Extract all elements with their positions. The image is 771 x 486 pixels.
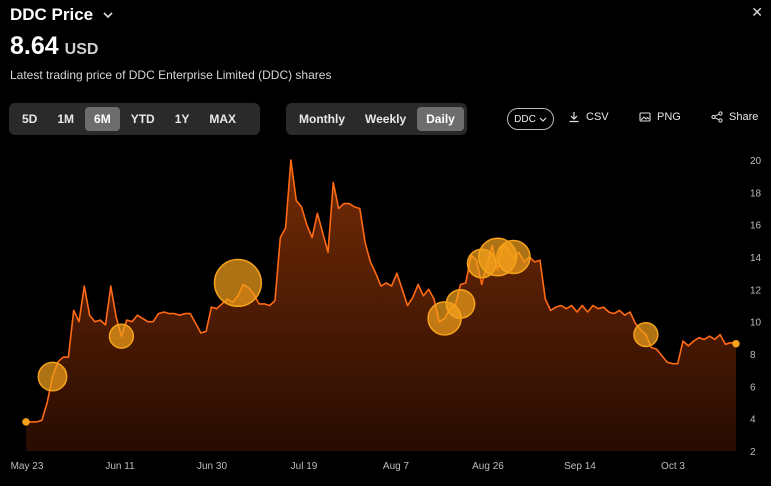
event-marker[interactable]: [732, 339, 740, 348]
event-marker[interactable]: [633, 321, 659, 348]
page-title: DDC Price: [10, 5, 94, 24]
y-tick-label: 20: [750, 156, 762, 167]
x-tick-label: Sep 14: [564, 461, 596, 472]
title-dropdown[interactable]: DDC Price: [10, 5, 115, 25]
y-tick-label: 12: [750, 285, 762, 296]
close-icon[interactable]: ✕: [751, 4, 763, 20]
range-1y-button[interactable]: 1Y: [174, 112, 190, 126]
price-line: [26, 159, 737, 423]
range-5d-button[interactable]: 5D: [22, 112, 38, 126]
x-tick-label: Jul 19: [291, 461, 318, 472]
series-line: [26, 159, 737, 423]
x-tick-label: Jun 30: [197, 461, 227, 472]
event-marker[interactable]: [108, 323, 135, 349]
y-tick-label: 2: [750, 447, 756, 458]
event-marker[interactable]: [213, 258, 263, 308]
price-area: [26, 160, 736, 451]
range-max-button[interactable]: MAX: [209, 112, 237, 126]
csv-download-button[interactable]: CSV: [568, 111, 609, 123]
y-tick-label: 4: [750, 415, 756, 426]
chevron-down-icon: [103, 12, 113, 19]
share-button[interactable]: Share: [711, 111, 758, 123]
range-selector: 5D 1M 6M YTD 1Y MAX: [9, 103, 260, 135]
share-icon: [711, 111, 723, 123]
freq-daily-button[interactable]: Daily: [417, 107, 464, 131]
ticker-dropdown[interactable]: DDC: [507, 108, 554, 130]
x-axis: May 23 Jun 11 Jun 30 Jul 19 Aug 7 Aug 26 Sep 1…: [11, 461, 686, 472]
event-markers: [22, 237, 740, 426]
png-download-button[interactable]: PNG: [639, 111, 681, 123]
price-chart[interactable]: 2 4 6 8 10 12 14 16 18 20 May 23 Jun 11 Jun 30 Jul 1…: [0, 150, 771, 486]
ticker-label: DDC: [514, 113, 536, 125]
y-tick-label: 10: [750, 318, 762, 329]
x-tick-label: May 23: [11, 461, 44, 472]
share-label: Share: [729, 111, 759, 123]
x-tick-label: Aug 7: [383, 461, 410, 472]
chevron-down-icon: [539, 117, 547, 122]
y-axis: 2 4 6 8 10 12 14 16 18 20: [750, 156, 762, 458]
x-tick-label: Aug 26: [472, 461, 504, 472]
x-tick-label: Oct 3: [661, 461, 685, 472]
range-1m-button[interactable]: 1M: [57, 112, 75, 126]
frequency-selector: Monthly Weekly Daily: [286, 103, 467, 135]
range-6m-button[interactable]: 6M: [85, 107, 120, 131]
event-marker[interactable]: [37, 361, 68, 392]
y-tick-label: 16: [750, 221, 762, 232]
y-tick-label: 8: [750, 350, 756, 361]
current-price: 8.64: [10, 32, 59, 60]
freq-monthly-button[interactable]: Monthly: [299, 112, 345, 126]
price-display: 8.64 USD: [10, 32, 98, 61]
currency-label: USD: [64, 41, 99, 58]
page-subtitle: Latest trading price of DDC Enterprise L…: [10, 68, 332, 82]
image-icon: [639, 112, 651, 122]
y-tick-label: 6: [750, 382, 756, 393]
x-tick-label: Jun 11: [105, 461, 135, 472]
freq-weekly-button[interactable]: Weekly: [365, 112, 407, 126]
y-tick-label: 18: [750, 188, 762, 199]
csv-label: CSV: [586, 111, 609, 123]
event-marker[interactable]: [22, 418, 30, 426]
event-marker[interactable]: [496, 239, 531, 275]
y-tick-label: 14: [750, 253, 762, 264]
range-ytd-button[interactable]: YTD: [130, 112, 155, 126]
area-fill: [26, 160, 736, 451]
png-label: PNG: [657, 111, 681, 123]
download-icon: [569, 112, 579, 123]
event-marker[interactable]: [445, 288, 476, 319]
